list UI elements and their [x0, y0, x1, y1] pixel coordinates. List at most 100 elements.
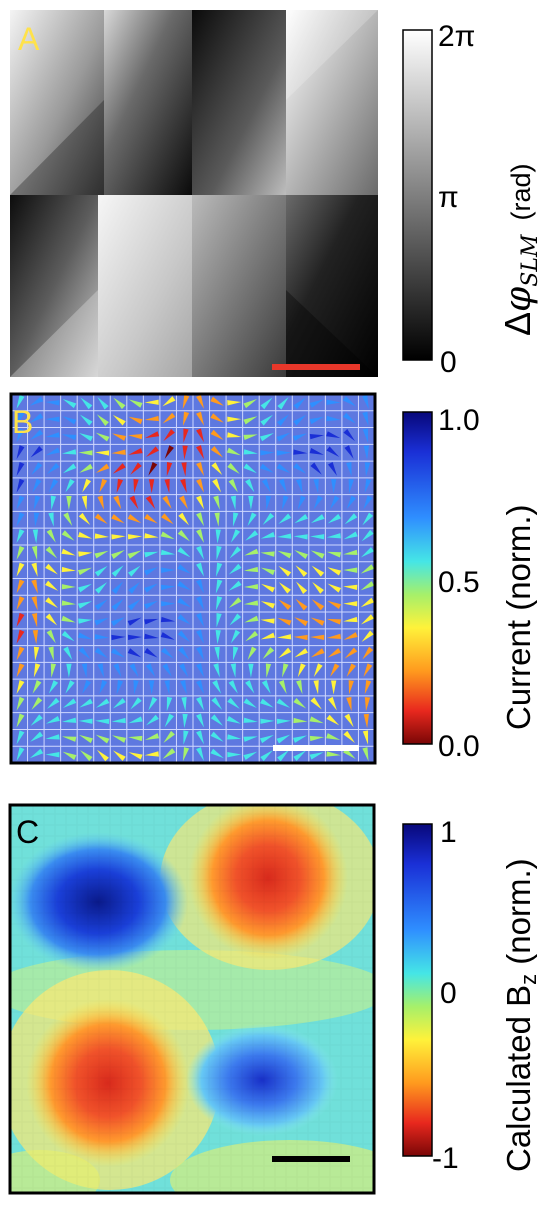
current-arrow — [363, 445, 369, 460]
current-arrow — [310, 534, 325, 540]
current-arrow — [162, 412, 176, 424]
current-arrow — [116, 478, 124, 494]
panel-c-letter: C — [16, 814, 39, 850]
current-arrow — [32, 529, 39, 544]
current-arrow — [148, 680, 155, 695]
current-arrow — [326, 751, 341, 757]
current-arrow — [362, 394, 369, 410]
current-arrow — [346, 696, 352, 712]
current-arrow — [61, 548, 76, 556]
current-arrow — [62, 434, 77, 441]
current-arrow — [210, 445, 223, 458]
current-arrow — [16, 512, 25, 527]
current-arrow — [166, 696, 173, 712]
current-arrow — [160, 584, 176, 590]
current-arrow — [33, 646, 40, 661]
current-arrow — [32, 630, 39, 645]
current-arrow — [111, 617, 125, 627]
current-arrow — [144, 618, 159, 625]
current-arrow — [227, 462, 240, 474]
current-arrow — [16, 478, 25, 493]
colorbar-c-label-sub: z — [516, 974, 541, 985]
current-arrow — [127, 634, 143, 641]
current-arrow — [31, 545, 38, 561]
current-arrow — [16, 629, 25, 644]
current-arrow — [326, 431, 341, 439]
current-arrow — [260, 601, 275, 609]
current-arrow — [326, 633, 341, 640]
current-arrow — [309, 752, 324, 760]
current-arrow — [30, 445, 43, 458]
current-arrow — [50, 663, 57, 678]
current-arrow — [348, 680, 354, 695]
current-arrow — [295, 581, 308, 594]
current-arrow — [282, 663, 289, 678]
current-arrow — [29, 413, 44, 423]
current-arrow — [277, 617, 292, 626]
current-arrow — [161, 601, 176, 607]
current-arrow — [227, 752, 242, 758]
current-arrow — [144, 633, 159, 640]
current-arrow — [293, 735, 308, 743]
current-arrow — [127, 617, 142, 626]
current-arrow — [16, 545, 25, 560]
current-arrow — [144, 513, 158, 524]
current-arrow — [310, 550, 325, 559]
current-arrow — [144, 600, 159, 610]
current-arrow — [78, 718, 93, 724]
current-arrow — [144, 583, 158, 593]
current-arrow — [227, 734, 242, 740]
current-arrow — [344, 513, 358, 525]
current-arrow — [128, 399, 143, 408]
current-arrow — [232, 646, 239, 661]
current-arrow — [294, 617, 309, 627]
svg-text:Calculated Bz (norm.): Calculated Bz (norm.) — [500, 858, 541, 1172]
current-arrow — [228, 580, 242, 591]
current-arrow — [32, 680, 42, 694]
current-arrow — [260, 618, 275, 624]
colorbar-a — [402, 29, 433, 361]
current-arrow — [144, 551, 159, 558]
current-arrow — [343, 730, 355, 743]
current-arrow — [243, 600, 259, 606]
current-arrow — [362, 512, 374, 526]
current-arrow — [127, 534, 143, 540]
current-arrow — [78, 646, 91, 660]
current-arrow — [196, 512, 205, 527]
current-arrow — [94, 718, 110, 724]
current-arrow — [65, 680, 75, 694]
current-arrow — [243, 449, 258, 455]
current-arrow — [96, 749, 109, 762]
current-arrow — [82, 478, 92, 493]
current-arrow — [228, 563, 242, 575]
current-arrow — [293, 463, 307, 474]
current-arrow — [112, 697, 126, 709]
current-arrow — [344, 445, 354, 459]
current-arrow — [95, 734, 110, 744]
colorbar-a-label-unit: (rad) — [506, 164, 536, 221]
colorbar-a-tick-bottom: 0 — [440, 346, 457, 379]
current-arrow — [62, 416, 77, 425]
current-arrow — [278, 647, 292, 659]
current-arrow — [276, 533, 292, 539]
current-arrow — [127, 565, 141, 577]
current-arrow — [113, 663, 122, 678]
current-arrow — [95, 432, 110, 442]
current-arrow — [343, 428, 355, 442]
current-arrow — [128, 735, 143, 742]
current-arrow — [180, 478, 187, 494]
panel-c-bz-map — [10, 805, 374, 1193]
current-arrow — [182, 747, 190, 762]
current-arrow — [348, 478, 354, 494]
current-arrow — [196, 629, 205, 644]
current-arrow — [48, 512, 54, 527]
current-arrow — [364, 697, 371, 712]
current-arrow — [30, 731, 44, 742]
current-arrow — [260, 450, 275, 456]
current-arrow — [128, 448, 143, 455]
current-arrow — [177, 614, 191, 625]
current-arrow — [65, 478, 75, 493]
current-arrow — [326, 533, 341, 539]
current-arrow — [216, 545, 222, 561]
current-arrow — [144, 533, 159, 539]
